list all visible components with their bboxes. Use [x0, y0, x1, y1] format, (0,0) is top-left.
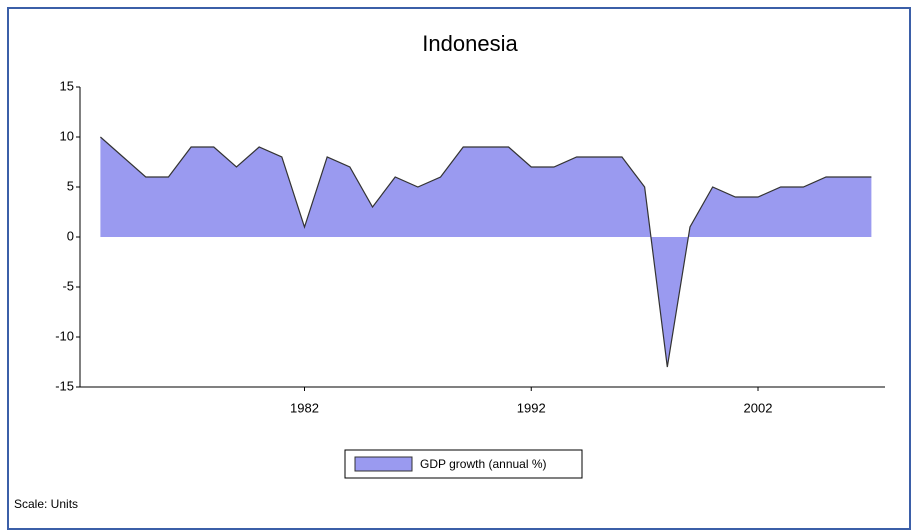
y-tick-label: -5 [62, 278, 74, 293]
footnote: Scale: Units [14, 497, 78, 511]
area-line [100, 136, 872, 368]
legend-label: GDP growth (annual %) [420, 457, 547, 471]
y-tick-label: 15 [60, 78, 74, 93]
y-tick-label: -15 [55, 378, 74, 393]
frame [7, 7, 911, 530]
y-tick-label: 0 [67, 228, 74, 243]
x-tick-label: 2002 [744, 400, 773, 415]
area [100, 137, 872, 367]
y-tick-label: 10 [60, 128, 74, 143]
x-tick-label: 1982 [290, 400, 319, 415]
y-tick-label: 5 [67, 178, 74, 193]
x-tick-label: 1992 [517, 400, 546, 415]
chart-title: Indonesia [422, 31, 518, 56]
legend-swatch [354, 456, 413, 472]
y-tick-label: -10 [55, 328, 74, 343]
